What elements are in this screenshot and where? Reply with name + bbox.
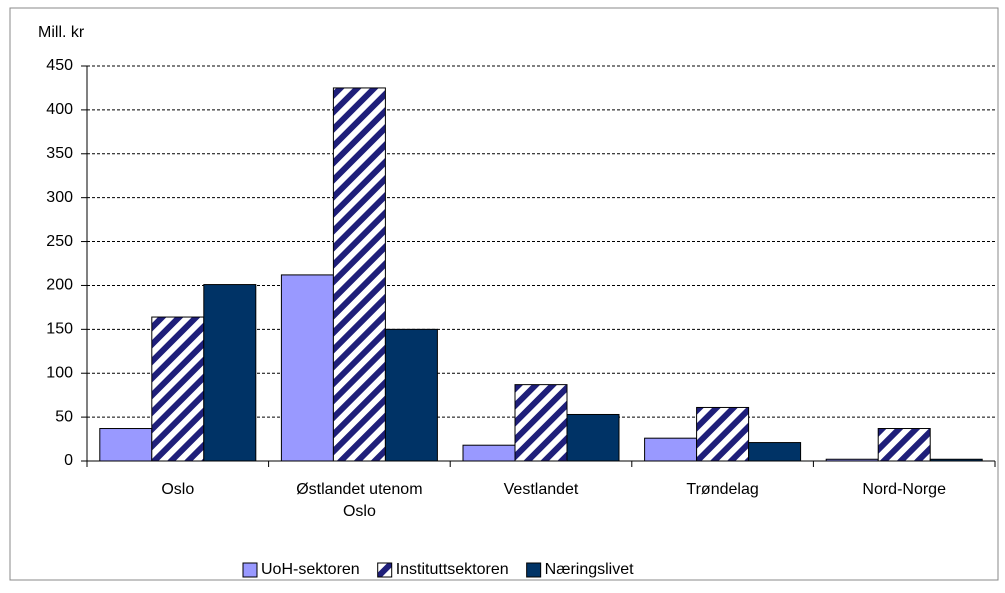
x-tick-group: Nord-Norge xyxy=(862,481,946,498)
x-tick-label: Østlandet utenom Oslo xyxy=(296,481,423,520)
y-tick-label: 0 xyxy=(64,452,73,469)
legend-swatch xyxy=(242,562,258,578)
y-tick-label: 300 xyxy=(46,189,73,206)
x-tick-label: Trøndelag xyxy=(686,481,759,498)
bar xyxy=(462,444,516,462)
y-axis-label: Mill. kr xyxy=(38,24,85,41)
legend-label: Instituttsektoren xyxy=(396,561,509,578)
legend-swatch xyxy=(526,562,542,578)
x-tick-label: Nord-Norge xyxy=(862,481,946,498)
bar xyxy=(566,413,620,462)
x-tick-label: Vestlandet xyxy=(503,481,579,498)
legend-label: UoH-sektoren xyxy=(261,561,360,578)
bar xyxy=(644,437,698,462)
bar xyxy=(696,406,750,462)
x-tick-group: Østlandet utenom Oslo xyxy=(296,481,423,520)
legend-swatch xyxy=(377,562,393,578)
y-tick-label: 200 xyxy=(46,277,73,294)
x-tick-group: Vestlandet xyxy=(503,481,579,498)
bar xyxy=(384,328,438,462)
y-tick-label: 50 xyxy=(55,408,73,425)
x-tick-label: Oslo xyxy=(161,481,195,498)
bar xyxy=(332,87,386,462)
y-tick-label: 400 xyxy=(46,101,73,118)
y-tick-label: 100 xyxy=(46,364,73,381)
bar xyxy=(748,442,802,462)
bar xyxy=(877,428,931,462)
x-tick-group: Trøndelag xyxy=(686,481,759,498)
bar xyxy=(280,274,334,462)
x-tick-group: Oslo xyxy=(161,481,195,498)
y-tick-label: 250 xyxy=(46,233,73,250)
y-tick-label: 350 xyxy=(46,145,73,162)
bar xyxy=(151,316,205,462)
bar xyxy=(203,284,257,462)
bar xyxy=(99,428,153,462)
chart-frame xyxy=(9,7,999,581)
y-tick-label: 450 xyxy=(46,57,73,74)
bar xyxy=(514,384,568,462)
legend-label: Næringslivet xyxy=(545,561,634,578)
y-tick-label: 150 xyxy=(46,321,73,338)
